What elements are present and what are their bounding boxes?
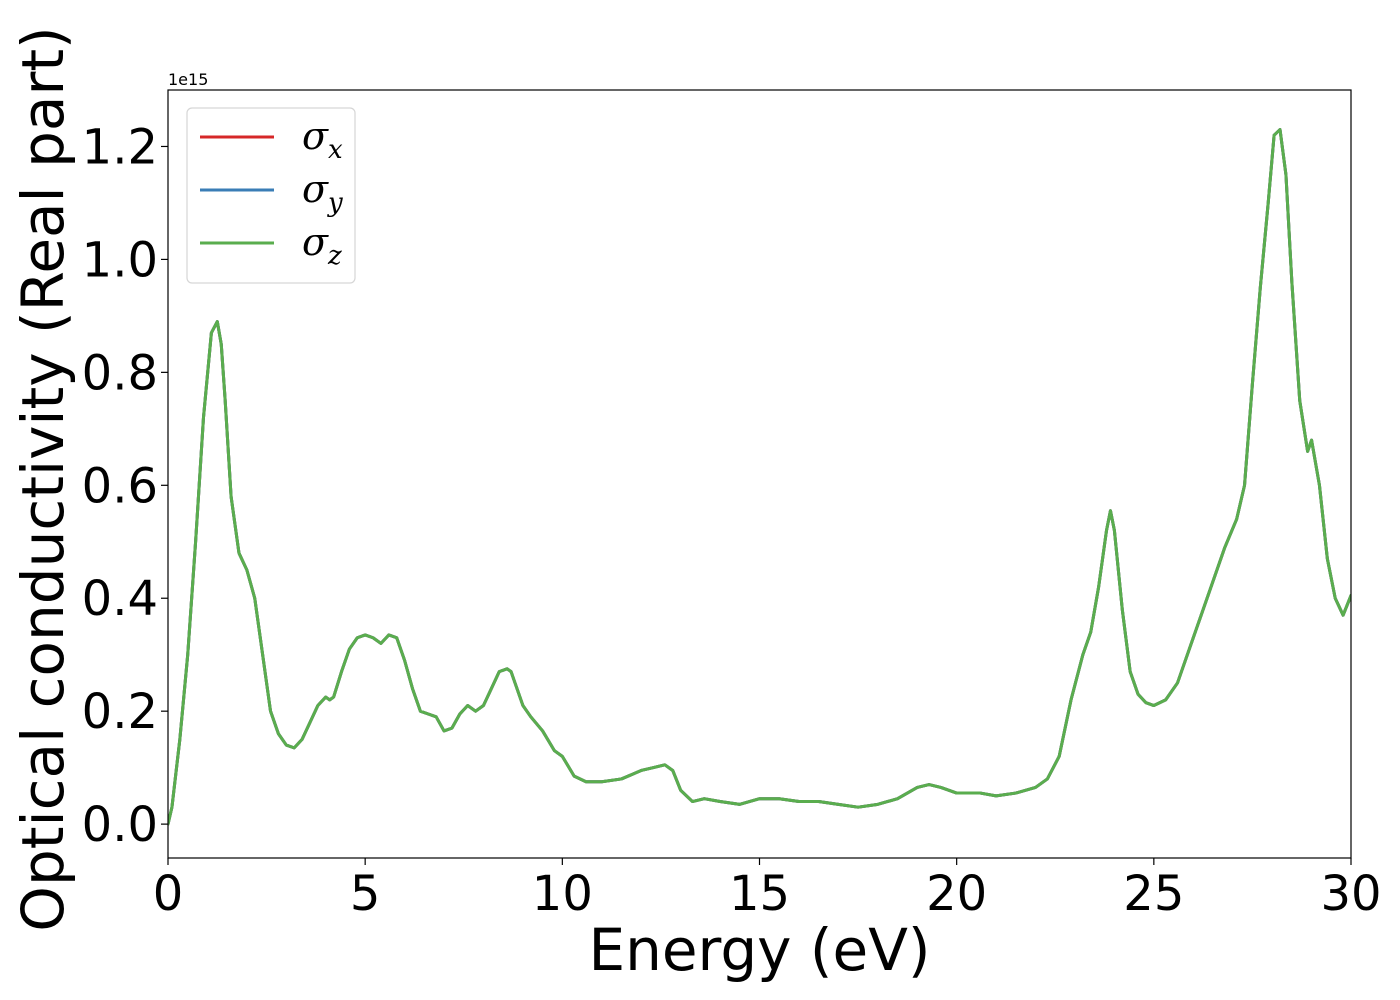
y-tick-label: 0.0 — [82, 797, 158, 853]
y-tick-label: 1.2 — [82, 119, 158, 175]
series-line-sigma-z — [168, 128, 1351, 826]
y-tick-label: 0.4 — [82, 571, 158, 627]
x-tick-label: 15 — [729, 866, 790, 922]
legend-item-sigma-z: σz — [200, 220, 342, 271]
x-tick-label: 5 — [350, 866, 381, 922]
y-tick-label: 1.0 — [82, 232, 158, 288]
x-axis-title: Energy (eV) — [588, 916, 930, 984]
legend-item-sigma-y: σy — [200, 167, 343, 218]
legend-box — [186, 107, 356, 284]
y-axis-title: Optical conductivity (Real part) — [9, 26, 77, 931]
legend-item-sigma-x: σx — [200, 114, 343, 165]
series-layer — [168, 128, 1351, 826]
x-tick-label: 30 — [1320, 866, 1381, 922]
y-offset-text: 1e15 — [168, 70, 208, 89]
x-axis: 0 5 10 15 20 25 30 — [153, 858, 1382, 922]
y-axis: 0.0 0.2 0.4 0.6 0.8 1.0 1.2 — [82, 119, 168, 853]
x-tick-label: 10 — [532, 866, 593, 922]
legend-label: σz — [302, 220, 342, 271]
x-tick-label: 20 — [926, 866, 987, 922]
y-tick-label: 0.8 — [82, 345, 158, 401]
x-tick-label: 0 — [153, 866, 184, 922]
x-tick-label: 25 — [1123, 866, 1184, 922]
y-tick-label: 0.2 — [82, 684, 158, 740]
legend-label: σx — [302, 114, 343, 165]
legend-label: σy — [302, 167, 343, 218]
y-tick-label: 0.6 — [82, 458, 158, 514]
